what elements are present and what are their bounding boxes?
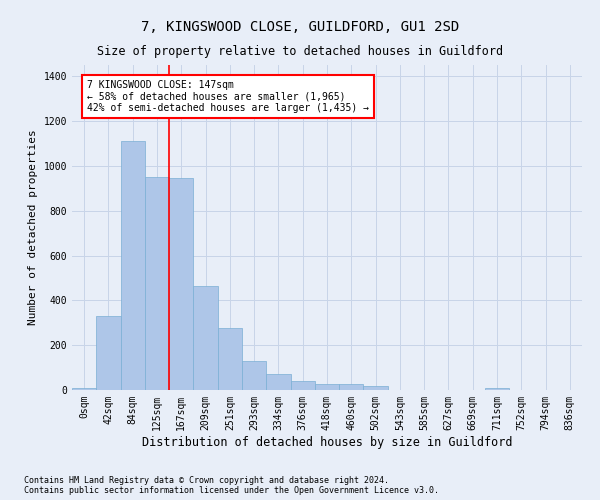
Bar xyxy=(218,328,242,390)
Y-axis label: Number of detached properties: Number of detached properties xyxy=(28,130,38,326)
Bar xyxy=(339,384,364,390)
Bar xyxy=(169,178,193,390)
X-axis label: Distribution of detached houses by size in Guildford: Distribution of detached houses by size … xyxy=(142,436,512,448)
Text: Size of property relative to detached houses in Guildford: Size of property relative to detached ho… xyxy=(97,45,503,58)
Bar xyxy=(315,384,339,390)
Text: 7 KINGSWOOD CLOSE: 147sqm
← 58% of detached houses are smaller (1,965)
42% of se: 7 KINGSWOOD CLOSE: 147sqm ← 58% of detac… xyxy=(87,80,369,113)
Bar xyxy=(72,388,96,390)
Bar xyxy=(242,361,266,390)
Bar xyxy=(266,374,290,390)
Bar xyxy=(121,141,145,390)
Text: 7, KINGSWOOD CLOSE, GUILDFORD, GU1 2SD: 7, KINGSWOOD CLOSE, GUILDFORD, GU1 2SD xyxy=(141,20,459,34)
Bar xyxy=(290,382,315,390)
Bar xyxy=(485,388,509,390)
Bar xyxy=(364,386,388,390)
Bar xyxy=(193,286,218,390)
Bar xyxy=(96,316,121,390)
Text: Contains HM Land Registry data © Crown copyright and database right 2024.: Contains HM Land Registry data © Crown c… xyxy=(24,476,389,485)
Text: Contains public sector information licensed under the Open Government Licence v3: Contains public sector information licen… xyxy=(24,486,439,495)
Bar xyxy=(145,177,169,390)
